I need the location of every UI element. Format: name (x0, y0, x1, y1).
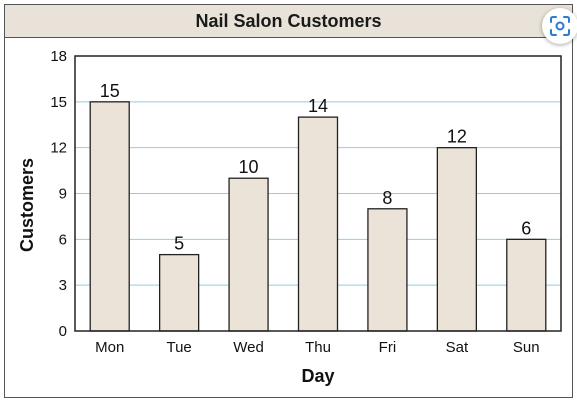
data-label: 5 (174, 234, 184, 254)
data-label: 10 (239, 157, 259, 177)
x-tick-labels: Mon Tue Wed Thu Fri Sat Sun (95, 339, 540, 356)
bar-wed (228, 177, 269, 332)
chart-title: Nail Salon Customers (5, 5, 572, 38)
bar-sun (506, 238, 547, 332)
y-tick-label: 9 (59, 186, 67, 203)
x-tick-label: Sat (446, 339, 469, 356)
data-label: 6 (521, 218, 531, 238)
x-tick-label: Sun (513, 339, 540, 356)
data-label: 14 (308, 96, 328, 116)
data-label: 12 (447, 127, 467, 147)
x-tick-label: Wed (233, 339, 264, 356)
bar-fri (367, 208, 408, 332)
visual-search-button[interactable] (542, 8, 577, 44)
x-tick-label: Tue (166, 339, 191, 356)
y-tick-labels: 0 3 6 9 12 15 18 (50, 48, 67, 340)
y-tick-label: 0 (59, 323, 67, 340)
x-tick-label: Fri (379, 339, 397, 356)
x-tick-label: Thu (305, 339, 331, 356)
scan-icon (550, 16, 570, 36)
bar-thu (297, 116, 339, 332)
x-axis-title: Day (301, 366, 334, 386)
plot-area-border (74, 55, 562, 332)
y-tick-label: 6 (59, 231, 67, 248)
y-tick-label: 18 (50, 48, 67, 65)
bar-sat (436, 147, 478, 332)
x-tick-label: Mon (95, 339, 124, 356)
y-axis-title: Customers (17, 158, 37, 252)
y-tick-label: 3 (59, 277, 67, 294)
data-label: 8 (382, 188, 392, 208)
data-label: 15 (100, 81, 120, 101)
bars (89, 101, 547, 332)
bar-tue (158, 253, 200, 332)
bar-mon (89, 101, 130, 332)
data-labels: 15 5 10 14 8 12 6 (100, 81, 532, 254)
y-tick-label: 15 (50, 94, 67, 111)
y-tick-label: 12 (50, 140, 67, 157)
